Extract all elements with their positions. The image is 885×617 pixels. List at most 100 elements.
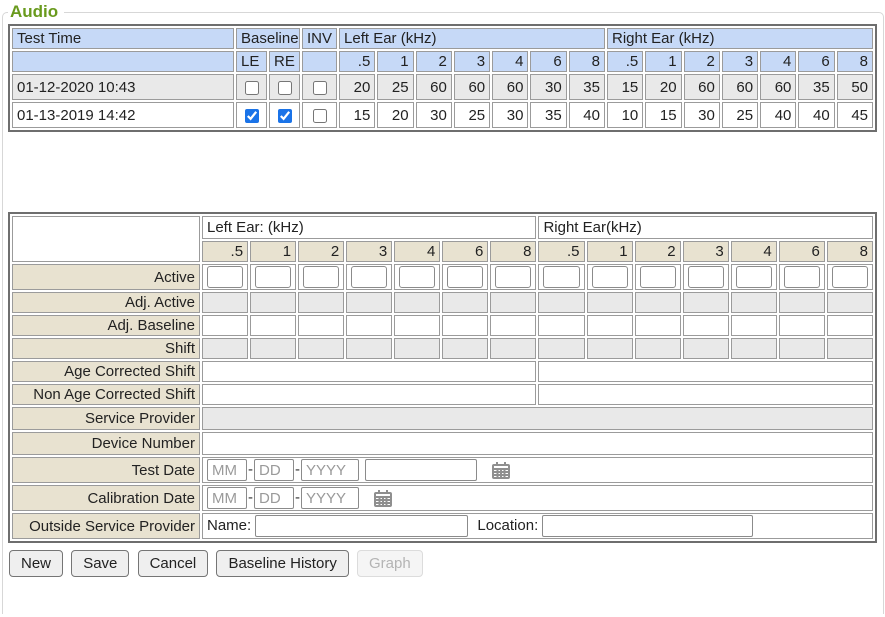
baseline-history-button[interactable]: Baseline History (216, 550, 349, 577)
calendar-icon[interactable] (491, 461, 511, 480)
non-age-corrected-shift-right-cell (538, 384, 873, 405)
left-ear-value: 25 (453, 102, 491, 128)
test-date-year-input[interactable] (301, 459, 359, 481)
device-number-cell[interactable] (202, 432, 873, 455)
adj-active-cell (826, 292, 873, 313)
adj-active-cell (730, 292, 777, 313)
baseline-re-checkbox[interactable] (277, 108, 292, 123)
freq-header: 3 (346, 241, 393, 262)
shift-cell (682, 338, 729, 359)
adj-active-row: Adj. Active (12, 292, 873, 313)
right-ear-value: 25 (721, 102, 759, 128)
history-row: 01-12-2020 10:43 20 25 60 60 60 30 35 15… (12, 74, 873, 100)
freq-header: .5 (339, 51, 376, 72)
active-cell (250, 264, 297, 290)
active-input[interactable] (783, 266, 820, 288)
save-button[interactable]: Save (71, 550, 130, 577)
freq-header: 2 (634, 241, 681, 262)
test-date-month-input[interactable] (207, 459, 247, 481)
active-input[interactable] (351, 266, 388, 288)
active-input[interactable] (543, 266, 580, 288)
new-button[interactable]: New (9, 550, 64, 577)
active-input[interactable] (399, 266, 436, 288)
test-time-value: 01-12-2020 10:43 (12, 74, 234, 100)
right-ear-value: 30 (683, 102, 720, 128)
shift-cell (730, 338, 777, 359)
inv-cell (302, 102, 338, 128)
freq-header: 3 (682, 241, 729, 262)
cancel-button[interactable]: Cancel (137, 550, 209, 577)
shift-cell (346, 338, 393, 359)
row-label-adj-baseline: Adj. Baseline (12, 315, 200, 336)
active-input[interactable] (447, 266, 484, 288)
adj-active-cell (634, 292, 681, 313)
freq-header: 8 (826, 241, 873, 262)
active-cell (634, 264, 681, 290)
col-header-baseline: Baseline (236, 28, 301, 49)
active-input[interactable] (207, 266, 244, 288)
baseline-re-checkbox[interactable] (277, 80, 292, 95)
inv-cell (302, 74, 338, 100)
freq-header: 6 (530, 51, 567, 72)
shift-row: Shift (12, 338, 873, 359)
freq-header: 2 (415, 51, 452, 72)
inv-checkbox[interactable] (312, 80, 327, 95)
age-corrected-shift-right-cell (538, 361, 873, 382)
provider-location-input[interactable] (542, 515, 754, 537)
inv-checkbox[interactable] (312, 108, 327, 123)
active-input[interactable] (303, 266, 340, 288)
baseline-le-checkbox[interactable] (244, 80, 259, 95)
baseline-le-cell (236, 74, 267, 100)
active-cell (778, 264, 825, 290)
active-input[interactable] (831, 266, 868, 288)
adj-active-cell (250, 292, 297, 313)
test-time-input[interactable] (365, 459, 477, 481)
entry-freq-header-row: .5 1 2 3 4 6 8 .5 1 2 3 4 6 8 (12, 241, 873, 262)
col-header-left-ear: Left Ear (kHz) (339, 28, 605, 49)
calibration-date-year-input[interactable] (301, 487, 359, 509)
adj-baseline-cell (298, 315, 345, 336)
right-ear-value: 40 (798, 102, 835, 128)
section-title: Audio (10, 2, 59, 21)
left-ear-value: 35 (530, 102, 567, 128)
left-ear-header: Left Ear: (kHz) (202, 216, 537, 239)
active-input[interactable] (735, 266, 772, 288)
shift-cell (586, 338, 633, 359)
adj-baseline-cell (634, 315, 681, 336)
active-input[interactable] (495, 266, 532, 288)
calibration-date-day-input[interactable] (254, 487, 294, 509)
freq-header: 1 (377, 51, 414, 72)
adj-active-cell (586, 292, 633, 313)
active-input[interactable] (687, 266, 724, 288)
row-label-service-provider: Service Provider (12, 407, 200, 430)
left-ear-value: 30 (530, 74, 567, 100)
calibration-date-month-input[interactable] (207, 487, 247, 509)
date-separator: - (248, 460, 253, 478)
col-header-re: RE (269, 51, 301, 72)
active-input[interactable] (255, 266, 292, 288)
active-input[interactable] (591, 266, 628, 288)
test-date-day-input[interactable] (254, 459, 294, 481)
freq-header: 8 (836, 51, 873, 72)
active-cell (442, 264, 489, 290)
adj-active-cell (682, 292, 729, 313)
freq-header: 8 (490, 241, 537, 262)
age-corrected-shift-left-cell (202, 361, 537, 382)
right-ear-value: 20 (645, 74, 682, 100)
baseline-le-checkbox[interactable] (244, 108, 259, 123)
calendar-icon[interactable] (373, 489, 393, 508)
left-ear-value: 40 (568, 102, 605, 128)
shift-cell (394, 338, 441, 359)
empty-header-cell (12, 51, 234, 72)
age-corrected-shift-row: Age Corrected Shift (12, 361, 873, 382)
adj-active-cell (538, 292, 585, 313)
right-ear-value: 50 (836, 74, 873, 100)
active-cell (538, 264, 585, 290)
baseline-le-cell (236, 102, 267, 128)
adj-baseline-cell (682, 315, 729, 336)
left-ear-value: 60 (453, 74, 491, 100)
provider-name-input[interactable] (255, 515, 469, 537)
active-input[interactable] (639, 266, 676, 288)
adj-baseline-cell (538, 315, 585, 336)
left-ear-value: 20 (377, 102, 414, 128)
